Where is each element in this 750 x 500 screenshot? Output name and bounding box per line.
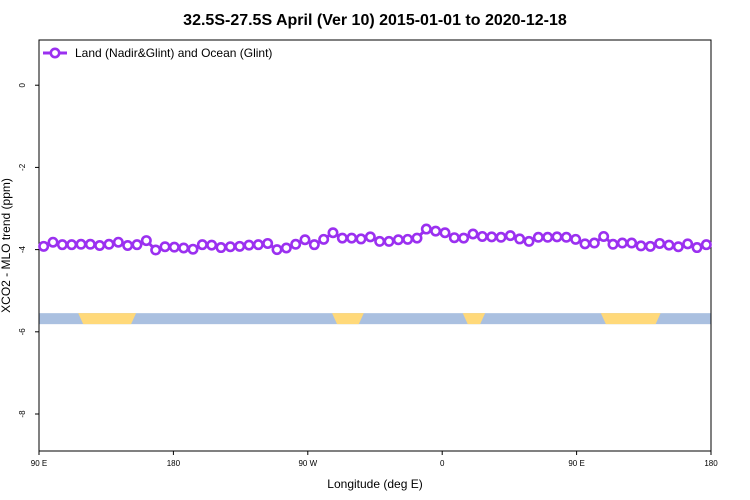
- x-tick-label: 90 E: [31, 459, 47, 468]
- data-point: [262, 237, 274, 249]
- data-point: [402, 233, 414, 245]
- data-point: [607, 238, 619, 250]
- y-axis-label: XCO2 - MLO trend (ppm): [0, 178, 13, 313]
- data-point: [430, 225, 442, 237]
- data-point: [224, 241, 236, 253]
- data-point: [168, 241, 180, 253]
- chart-title: 32.5S-27.5S April (Ver 10) 2015-01-01 to…: [183, 12, 567, 29]
- y-tick-label: -6: [18, 328, 27, 336]
- data-point: [654, 237, 666, 249]
- y-tick-label: 0: [18, 82, 27, 87]
- y-tick-label: -2: [18, 163, 27, 171]
- land-segment: [332, 313, 364, 325]
- x-axis-label: Longitude (deg E): [327, 477, 422, 491]
- data-point: [439, 227, 451, 239]
- data-point: [327, 227, 339, 239]
- data-point: [206, 239, 218, 251]
- data-point: [392, 234, 404, 246]
- data-point: [122, 240, 134, 252]
- data-point: [140, 235, 152, 247]
- data-point: [215, 242, 227, 254]
- data-point: [663, 239, 675, 251]
- data-point: [280, 242, 292, 254]
- data-point: [290, 238, 302, 250]
- data-point: [252, 239, 264, 251]
- x-tick-label: 180: [167, 459, 181, 468]
- data-point: [486, 231, 498, 243]
- data-point: [84, 238, 96, 250]
- data-point: [691, 242, 703, 254]
- data-point: [598, 230, 610, 242]
- data-point: [476, 230, 488, 242]
- data-point: [75, 238, 87, 250]
- x-tick-label: 90 E: [568, 459, 584, 468]
- ocean-band: [39, 313, 711, 325]
- data-point: [579, 238, 591, 250]
- data-point: [308, 239, 320, 251]
- data-point: [66, 239, 78, 251]
- data-point: [504, 230, 516, 242]
- data-point: [588, 237, 600, 249]
- data-point: [672, 241, 684, 253]
- data-point: [635, 240, 647, 252]
- data-point: [374, 235, 386, 247]
- data-point: [467, 228, 479, 240]
- data-point: [178, 242, 190, 254]
- data-point: [383, 235, 395, 247]
- data-point: [56, 239, 68, 251]
- data-point: [112, 236, 124, 248]
- data-point: [271, 244, 283, 256]
- data-point: [700, 239, 712, 251]
- data-point: [187, 243, 199, 255]
- data-point: [514, 233, 526, 245]
- data-point: [420, 223, 432, 235]
- data-point: [196, 239, 208, 251]
- data-point: [458, 232, 470, 244]
- data-point: [94, 240, 106, 252]
- data-point: [626, 237, 638, 249]
- data-point: [411, 232, 423, 244]
- data-point: [159, 241, 171, 253]
- data-point: [570, 233, 582, 245]
- data-point: [364, 231, 376, 243]
- data-point: [234, 240, 246, 252]
- y-tick-label: -4: [18, 246, 27, 254]
- data-point: [299, 234, 311, 246]
- data-point: [38, 240, 50, 252]
- data-point: [150, 244, 162, 256]
- data-point: [644, 240, 656, 252]
- legend-marker: [49, 47, 61, 59]
- y-tick-label: -8: [18, 410, 27, 418]
- data-point: [47, 236, 59, 248]
- data-point: [355, 233, 367, 245]
- x-tick-label: 90 W: [298, 459, 317, 468]
- data-point: [542, 231, 554, 243]
- data-point: [103, 238, 115, 250]
- data-point: [131, 239, 143, 251]
- land-segment: [600, 313, 661, 325]
- data-point: [523, 235, 535, 247]
- data-point: [532, 231, 544, 243]
- data-point: [682, 238, 694, 250]
- data-point: [551, 231, 563, 243]
- x-tick-label: 0: [440, 459, 445, 468]
- data-point: [346, 232, 358, 244]
- data-point: [336, 232, 348, 244]
- data-point: [448, 232, 460, 244]
- legend-label: Land (Nadir&Glint) and Ocean (Glint): [75, 46, 272, 60]
- data-point: [616, 237, 628, 249]
- land-segment: [462, 313, 486, 325]
- data-point: [495, 231, 507, 243]
- data-point: [243, 239, 255, 251]
- x-tick-label: 180: [704, 459, 718, 468]
- data-point: [560, 231, 572, 243]
- land-segment: [78, 313, 137, 325]
- data-point: [318, 233, 330, 245]
